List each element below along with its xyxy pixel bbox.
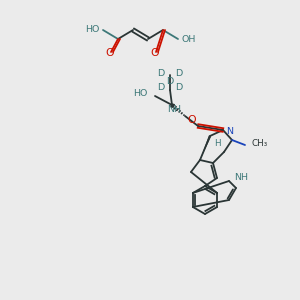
Text: CH₃: CH₃ xyxy=(252,139,268,148)
Polygon shape xyxy=(200,136,211,160)
Text: D: D xyxy=(176,83,183,92)
Text: D: D xyxy=(158,68,165,77)
Text: O: O xyxy=(106,48,114,58)
Text: H: H xyxy=(214,139,220,148)
Text: O: O xyxy=(188,115,196,125)
Text: D: D xyxy=(167,76,174,85)
Text: D: D xyxy=(176,68,183,77)
Text: HO: HO xyxy=(85,26,99,34)
Text: N: N xyxy=(226,128,233,136)
Text: OH: OH xyxy=(182,34,196,43)
Text: D: D xyxy=(158,83,165,92)
Text: NH: NH xyxy=(234,172,248,182)
Text: NH: NH xyxy=(167,106,181,115)
Text: HO: HO xyxy=(133,89,147,98)
Text: O: O xyxy=(151,48,159,58)
